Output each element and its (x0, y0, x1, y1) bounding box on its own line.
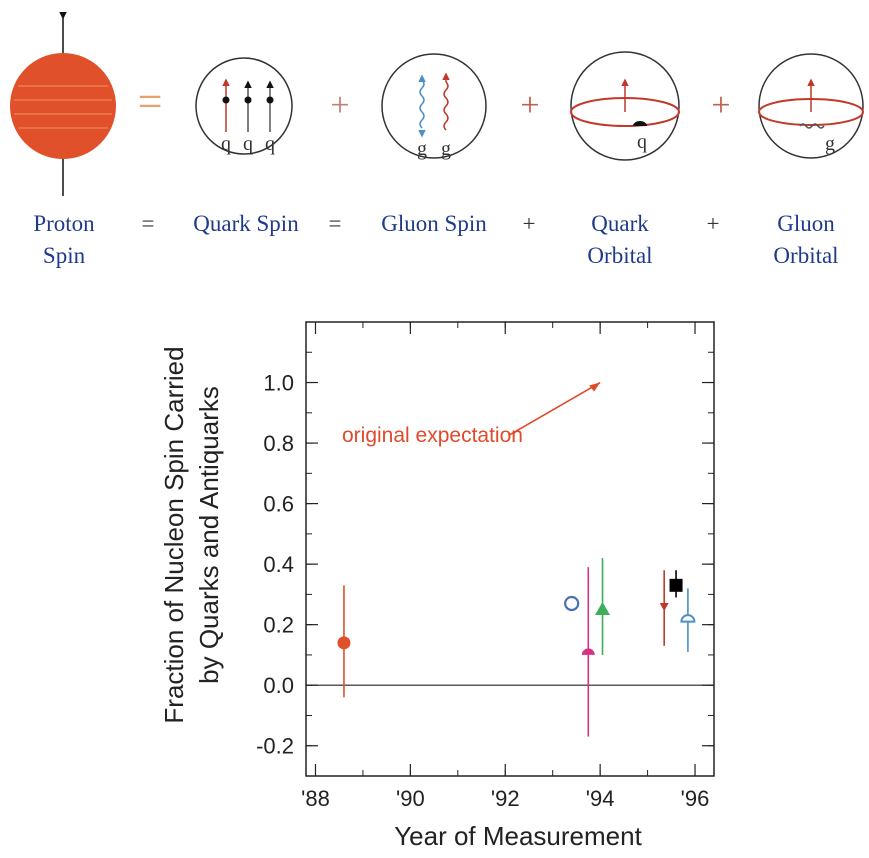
equation-op: + (706, 211, 720, 236)
x-axis-label: Year of Measurement (394, 821, 642, 851)
gluon-spin-icon: g g (381, 53, 487, 160)
spin-fraction-chart: Fraction of Nucleon Spin Carried by Quar… (0, 290, 869, 853)
diagram-op: + (520, 87, 539, 124)
gluon-orbital-label: Gluon Orbital (773, 211, 839, 268)
equation-op: + (522, 211, 536, 236)
y-tick-label: 0.4 (263, 552, 294, 577)
y-tick-label: 0.8 (263, 431, 294, 456)
y-axis-label: Fraction of Nucleon Spin Carried (159, 346, 189, 723)
data-point (337, 636, 351, 650)
x-tick-label: '90 (396, 786, 425, 811)
spin-equation-diagram: = + + + q q q g g (10, 12, 864, 196)
quark-symbol: q (265, 133, 275, 155)
gluon-symbol: g (441, 138, 451, 160)
y-tick-label: 0.2 (263, 613, 294, 638)
y-axis-label: by Quarks and Antiquarks (194, 386, 224, 684)
y-tick-label: -0.2 (256, 734, 294, 759)
quark-spin-label: Quark Spin (193, 211, 299, 236)
diagram-op: = (138, 77, 163, 126)
annotation-arrow (509, 381, 601, 436)
proton-spin-label: Proton Spin (33, 211, 95, 268)
spin-equation: = + + + q q q g g (0, 0, 869, 290)
quark-symbol: q (243, 133, 253, 155)
gluon-orbital-icon: g (758, 53, 864, 159)
y-tick-label: 0.6 (263, 492, 294, 517)
equation-op: = (141, 211, 155, 236)
gluon-symbol: g (417, 138, 427, 160)
y-tick-label: 0.0 (263, 673, 294, 698)
x-tick-label: '92 (491, 786, 520, 811)
x-tick-label: '96 (681, 786, 710, 811)
annotation-text: original expectation (342, 424, 523, 447)
diagram-op: + (330, 87, 349, 124)
data-point (680, 614, 696, 623)
diagram-op: + (711, 87, 730, 124)
quark-spin-icon: q q q (195, 57, 293, 155)
quark-orbital-label: Quark Orbital (587, 211, 653, 268)
proton-sphere-icon (10, 12, 116, 196)
data-point (581, 648, 595, 655)
data-point (659, 603, 669, 612)
data-point (669, 578, 683, 592)
equation-op: = (328, 211, 342, 236)
chart-svg: Fraction of Nucleon Spin Carried by Quar… (159, 321, 715, 851)
annotation-arrowhead (589, 382, 601, 392)
y-tick-label: 1.0 (263, 371, 294, 396)
gluon-symbol: g (825, 133, 835, 155)
plot-frame (305, 321, 715, 777)
data-point (564, 595, 580, 612)
quark-orbital-icon: q (570, 51, 680, 161)
x-tick-label: '88 (301, 786, 330, 811)
data-point (595, 602, 611, 616)
quark-symbol: q (637, 131, 647, 153)
gluon-spin-label: Gluon Spin (381, 211, 487, 236)
x-tick-label: '94 (586, 786, 615, 811)
quark-symbol: q (221, 133, 231, 155)
